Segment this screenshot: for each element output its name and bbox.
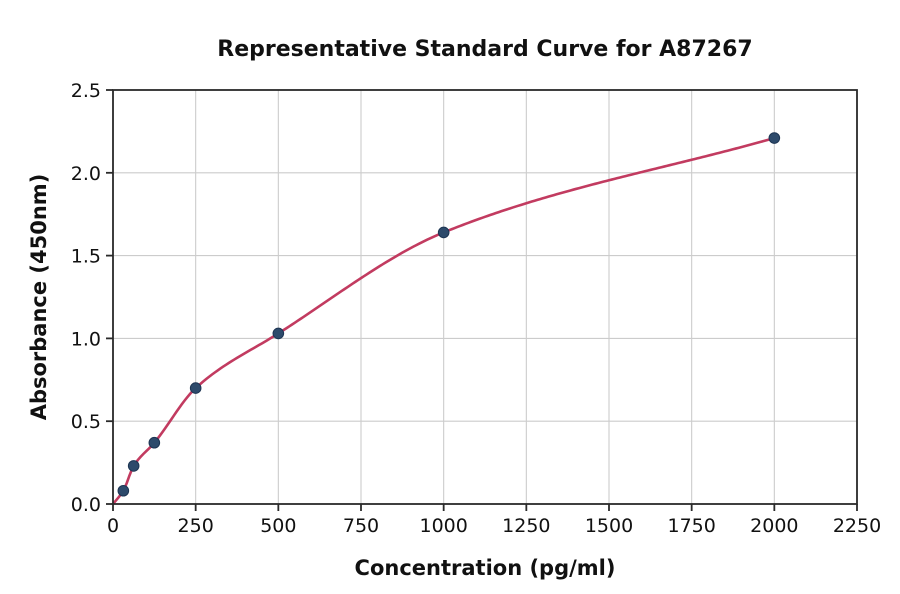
data-point xyxy=(148,436,161,449)
x-tick-label: 1500 xyxy=(585,515,633,537)
data-point xyxy=(127,460,140,472)
data-point xyxy=(189,382,202,394)
x-tick-label: 1250 xyxy=(502,515,550,537)
plot-border xyxy=(112,89,858,505)
y-tick-label: 0.0 xyxy=(71,494,101,516)
data-points-layer xyxy=(117,132,781,497)
x-tick-label: 2250 xyxy=(833,515,881,537)
y-axis-label: Absorbance (450nm) xyxy=(27,174,51,421)
y-tick-labels: 0.0 0.5 1.0 1.5 2.0 2.5 xyxy=(71,80,101,516)
x-tick-label: 250 xyxy=(178,515,214,537)
x-tick-label: 1000 xyxy=(419,515,467,537)
y-tick-label: 2.0 xyxy=(71,163,101,185)
data-point xyxy=(768,132,781,144)
x-tick-label: 0 xyxy=(107,515,119,537)
x-tick-labels: 0 250 500 750 1000 1250 1500 1750 2000 2250 xyxy=(107,515,881,537)
x-tick-label: 750 xyxy=(343,515,379,537)
y-tick-label: 1.5 xyxy=(71,246,101,268)
y-tick-label: 2.5 xyxy=(71,80,101,102)
x-tick-label: 500 xyxy=(260,515,296,537)
axis-ticks xyxy=(106,89,858,511)
x-tick-label: 1750 xyxy=(667,515,715,537)
x-tick-label: 2000 xyxy=(750,515,798,537)
y-tick-label: 1.0 xyxy=(71,328,101,350)
data-point xyxy=(272,327,285,340)
x-axis-label: Concentration (pg/ml) xyxy=(355,556,616,580)
data-point xyxy=(117,484,130,497)
data-point xyxy=(437,226,450,239)
chart-title: Representative Standard Curve for A87267 xyxy=(217,37,752,62)
y-tick-label: 0.5 xyxy=(71,411,101,433)
